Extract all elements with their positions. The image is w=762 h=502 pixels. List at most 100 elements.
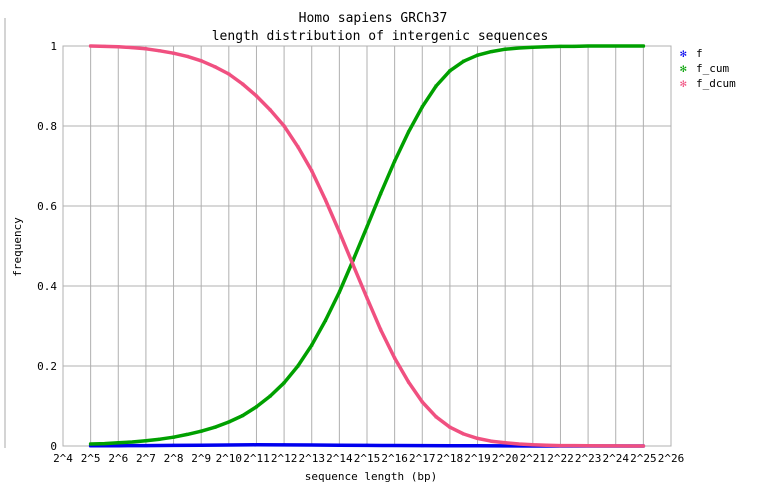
series-f-cum bbox=[88, 44, 646, 446]
data-point bbox=[268, 394, 272, 398]
y-tick-label: 0.2 bbox=[37, 360, 57, 373]
data-point bbox=[351, 263, 355, 267]
x-tick-label: 2^13 bbox=[298, 452, 325, 465]
data-point bbox=[641, 444, 645, 448]
data-point bbox=[628, 44, 632, 48]
x-tick-label: 2^23 bbox=[575, 452, 602, 465]
data-point bbox=[448, 444, 452, 448]
data-point bbox=[600, 444, 604, 448]
data-point bbox=[476, 53, 480, 57]
y-tick-label: 0 bbox=[50, 440, 57, 453]
data-point bbox=[144, 439, 148, 443]
legend-marker: ✻ bbox=[680, 77, 687, 90]
series-layer bbox=[88, 44, 646, 448]
data-point bbox=[130, 440, 134, 444]
data-point bbox=[462, 432, 466, 436]
y-tick-label: 0.4 bbox=[37, 280, 57, 293]
data-point bbox=[503, 47, 507, 51]
legend-label: f_cum bbox=[696, 62, 729, 75]
data-point bbox=[503, 444, 507, 448]
data-point bbox=[158, 437, 162, 441]
x-tick-label: 2^5 bbox=[81, 452, 101, 465]
x-tick-label: 2^26 bbox=[658, 452, 685, 465]
data-point bbox=[116, 45, 120, 49]
data-point bbox=[406, 380, 410, 384]
data-point bbox=[531, 443, 535, 447]
data-point bbox=[614, 444, 618, 448]
x-tick-label: 2^16 bbox=[381, 452, 408, 465]
legend-marker: ✻ bbox=[680, 47, 687, 60]
x-tick-label: 2^7 bbox=[136, 452, 156, 465]
data-point bbox=[116, 441, 120, 445]
data-point bbox=[531, 45, 535, 49]
data-point bbox=[199, 429, 203, 433]
data-point bbox=[614, 44, 618, 48]
chart-title: Homo sapiens GRCh37 bbox=[299, 11, 448, 26]
data-point bbox=[586, 444, 590, 448]
data-point bbox=[310, 443, 314, 447]
data-point bbox=[185, 432, 189, 436]
data-point bbox=[558, 44, 562, 48]
data-point bbox=[282, 124, 286, 128]
data-point bbox=[337, 290, 341, 294]
x-tick-label: 2^10 bbox=[216, 452, 243, 465]
data-point bbox=[254, 94, 258, 98]
data-point bbox=[102, 442, 106, 446]
data-point bbox=[89, 44, 93, 48]
data-point bbox=[600, 44, 604, 48]
x-tick-label: 2^21 bbox=[520, 452, 547, 465]
y-tick-label: 0.6 bbox=[37, 200, 57, 213]
data-point bbox=[572, 444, 576, 448]
data-point bbox=[241, 82, 245, 86]
data-point bbox=[89, 444, 93, 448]
data-point bbox=[227, 443, 231, 447]
legend-label: f bbox=[696, 47, 703, 60]
data-point bbox=[102, 44, 106, 48]
x-tick-label: 2^17 bbox=[409, 452, 436, 465]
data-point bbox=[144, 47, 148, 51]
data-point bbox=[489, 439, 493, 443]
data-point bbox=[351, 258, 355, 262]
x-tick-label: 2^22 bbox=[547, 452, 574, 465]
data-point bbox=[379, 191, 383, 195]
data-point bbox=[393, 444, 397, 448]
data-point bbox=[158, 49, 162, 53]
data-point bbox=[420, 400, 424, 404]
y-axis-label: frequency bbox=[11, 217, 24, 277]
legend-label: f_dcum bbox=[696, 77, 736, 90]
data-point bbox=[365, 225, 369, 229]
data-point bbox=[476, 436, 480, 440]
data-point bbox=[199, 59, 203, 63]
data-point bbox=[393, 356, 397, 360]
data-point bbox=[365, 296, 369, 300]
data-point bbox=[420, 444, 424, 448]
data-point bbox=[558, 444, 562, 448]
data-point bbox=[144, 444, 148, 448]
x-axis-label: sequence length (bp) bbox=[305, 470, 437, 483]
data-point bbox=[379, 328, 383, 332]
data-point bbox=[185, 54, 189, 58]
x-tick-label: 2^8 bbox=[164, 452, 184, 465]
data-point bbox=[628, 444, 632, 448]
data-point bbox=[503, 441, 507, 445]
x-tick-label: 2^14 bbox=[326, 452, 353, 465]
x-tick-label: 2^6 bbox=[108, 452, 128, 465]
data-point bbox=[296, 364, 300, 368]
x-tick-label: 2^4 bbox=[53, 452, 73, 465]
data-point bbox=[406, 130, 410, 134]
data-point bbox=[199, 443, 203, 447]
data-point bbox=[310, 343, 314, 347]
data-point bbox=[241, 414, 245, 418]
data-point bbox=[448, 425, 452, 429]
x-tick-label: 2^11 bbox=[243, 452, 270, 465]
data-point bbox=[476, 444, 480, 448]
data-point bbox=[310, 169, 314, 173]
legend-marker: ✻ bbox=[680, 62, 687, 75]
grid bbox=[62, 45, 672, 447]
data-point bbox=[254, 405, 258, 409]
data-point bbox=[227, 420, 231, 424]
y-tick-label: 0.8 bbox=[37, 120, 57, 133]
data-point bbox=[172, 51, 176, 55]
